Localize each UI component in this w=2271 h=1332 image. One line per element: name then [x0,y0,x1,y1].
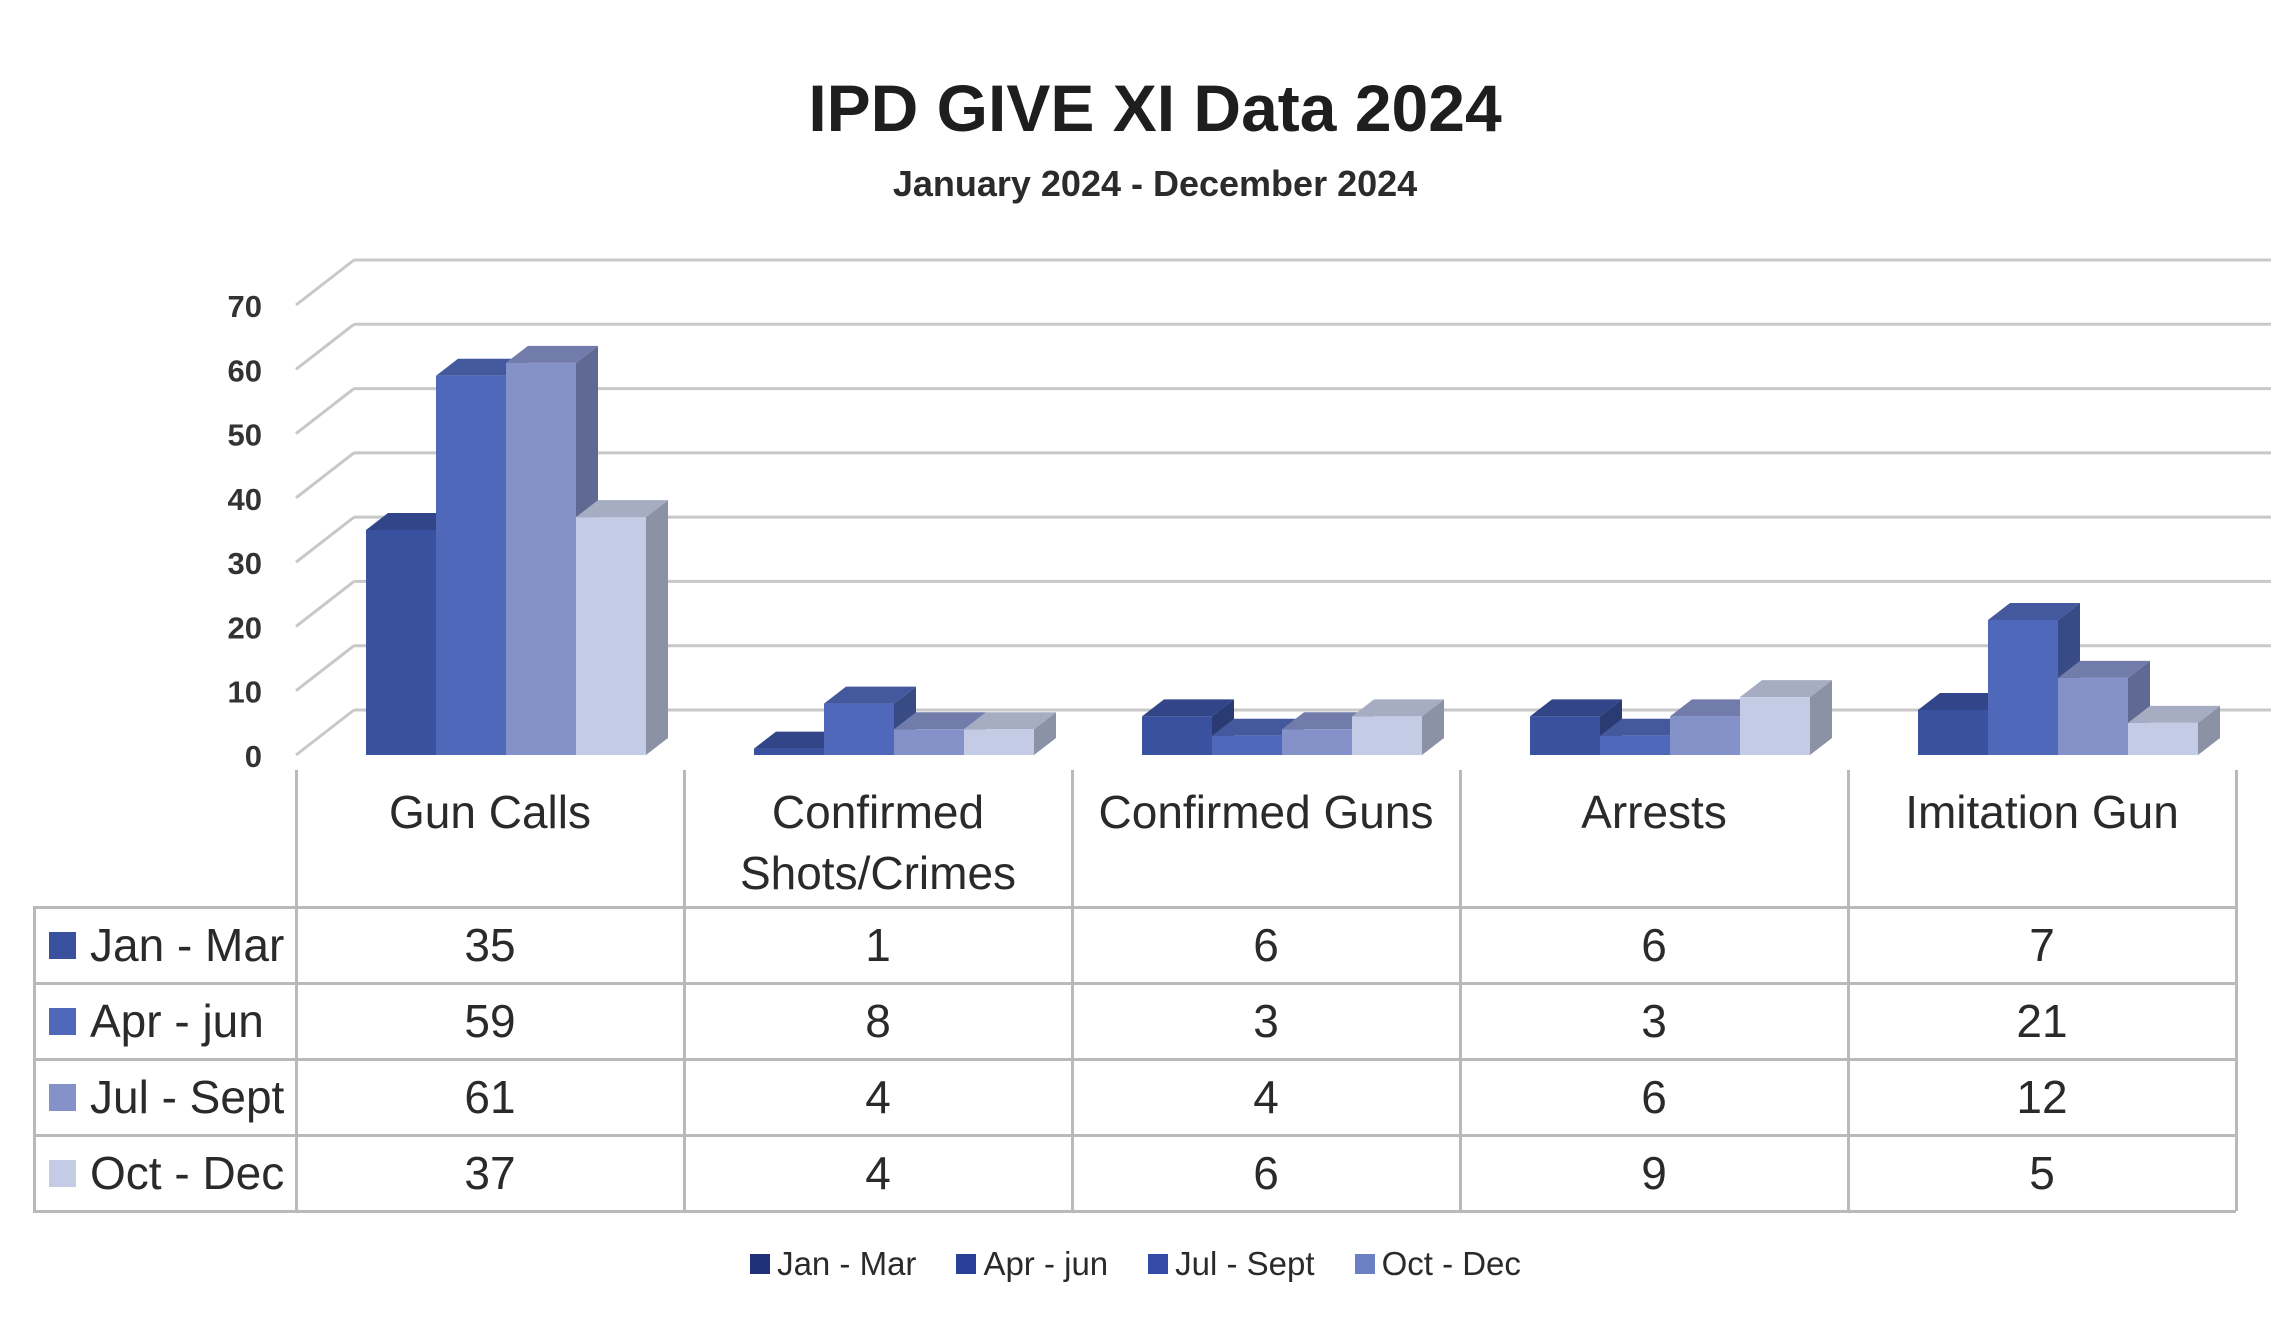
legend: Jan - Mar Apr - jun Jul - Sept Oct - Dec [0,1245,2271,1283]
series-key-swatch [49,1007,76,1035]
bar [576,500,668,755]
table-cell-value: 21 [2016,994,2068,1047]
table-cell-value: 61 [464,1070,516,1123]
bar [1670,699,1762,755]
legend-item: Apr - jun [956,1245,1108,1283]
table-column-line [1071,770,1074,1211]
table-row-line [33,982,2236,985]
legend-item: Jul - Sept [1148,1245,1315,1283]
series-key-swatch [49,1083,76,1111]
y-tick-label: 70 [228,289,262,324]
table-cell-value: 7 [2029,918,2055,971]
table-cell-value: 9 [1641,1146,1667,1199]
legend-swatch [1148,1254,1169,1274]
table-cell-value: 59 [464,994,516,1047]
legend-swatch [750,1254,771,1274]
table-cell-value: 12 [2016,1070,2068,1123]
table-cell-value: 35 [464,918,516,971]
table-cell-value: 6 [1253,1146,1279,1199]
legend-label: Jan - Mar [777,1245,917,1282]
legend-label: Apr - jun [983,1245,1109,1282]
table-column-line [1847,770,1850,1211]
table-cell-value: 1 [865,918,891,971]
legend-label: Oct - Dec [1381,1245,1521,1282]
table-column-line [295,770,298,1211]
gridlines [295,258,2271,757]
bar [2128,705,2220,755]
chart-subtitle: January 2024 - December 2024 [892,163,1418,204]
gridline-diagonal [295,515,355,564]
table-row-header: Oct - Dec [33,1135,296,1211]
bar [1740,680,1832,755]
category-header: Imitation Gun [1905,786,2179,838]
table-column-line [2235,770,2238,1211]
gridline-diagonal [295,580,355,628]
y-tick-label: 30 [228,546,262,581]
table-cell-value: 3 [1641,994,1667,1047]
bar [1352,699,1444,755]
y-tick-label: 20 [228,610,262,645]
y-tick-label: 60 [228,353,262,388]
bar [894,712,986,755]
table-row-line [33,1210,2236,1213]
gridline-diagonal [295,387,355,435]
table-row-line [33,1058,2236,1061]
category-header: Confirmed Shots/Crimes [739,786,1017,899]
table-row-header: Jan - Mar [33,907,296,983]
series-name: Oct - Dec [90,1147,285,1199]
table-column-line [1459,770,1462,1211]
gridline-diagonal [295,451,355,500]
table-cell-value: 4 [865,1146,891,1199]
table-row-header: Apr - jun [33,983,296,1059]
series-key-swatch [49,931,76,959]
table-cell-value: 4 [865,1070,891,1123]
gridline-diagonal [295,708,355,757]
table-row-line [33,1134,2236,1137]
y-tick-label: 0 [245,739,262,774]
bars [366,345,2220,755]
series-name: Jul - Sept [90,1071,285,1123]
category-header: Gun Calls [389,786,591,838]
legend-item: Oct - Dec [1354,1245,1521,1283]
y-axis-tick-labels: 0 10 20 30 40 50 60 70 [228,289,262,774]
gridline-diagonal [295,644,355,692]
gridline-diagonal [295,258,355,307]
y-tick-label: 50 [228,418,262,453]
legend-swatch [956,1254,977,1274]
table-cell-value: 6 [1641,918,1667,971]
table-cell-value: 3 [1253,994,1279,1047]
table-cell-value: 8 [865,994,891,1047]
legend-swatch [1354,1254,1375,1274]
y-tick-label: 40 [228,482,262,517]
table-column-line [683,770,686,1211]
chart-title: IPD GIVE XI Data 2024 [808,71,1502,145]
table-row-line [33,906,2236,909]
table-cell-value: 37 [464,1146,516,1199]
series-name: Apr - jun [90,995,264,1047]
category-header: Confirmed Guns [1098,786,1434,838]
category-header: Arrests [1581,786,1727,838]
y-tick-label: 10 [228,675,262,710]
bar [964,712,1056,755]
series-key-swatch [49,1159,76,1187]
legend-item: Jan - Mar [750,1245,916,1283]
gridline-diagonal [295,323,355,371]
table-row-header: Jul - Sept [33,1059,296,1135]
table-cell-value: 6 [1253,918,1279,971]
series-name: Jan - Mar [90,919,285,971]
table-cell-value: 5 [2029,1146,2055,1199]
legend-label: Jul - Sept [1175,1245,1315,1282]
table-cell-value: 4 [1253,1070,1279,1123]
table-cell-value: 6 [1641,1070,1667,1123]
